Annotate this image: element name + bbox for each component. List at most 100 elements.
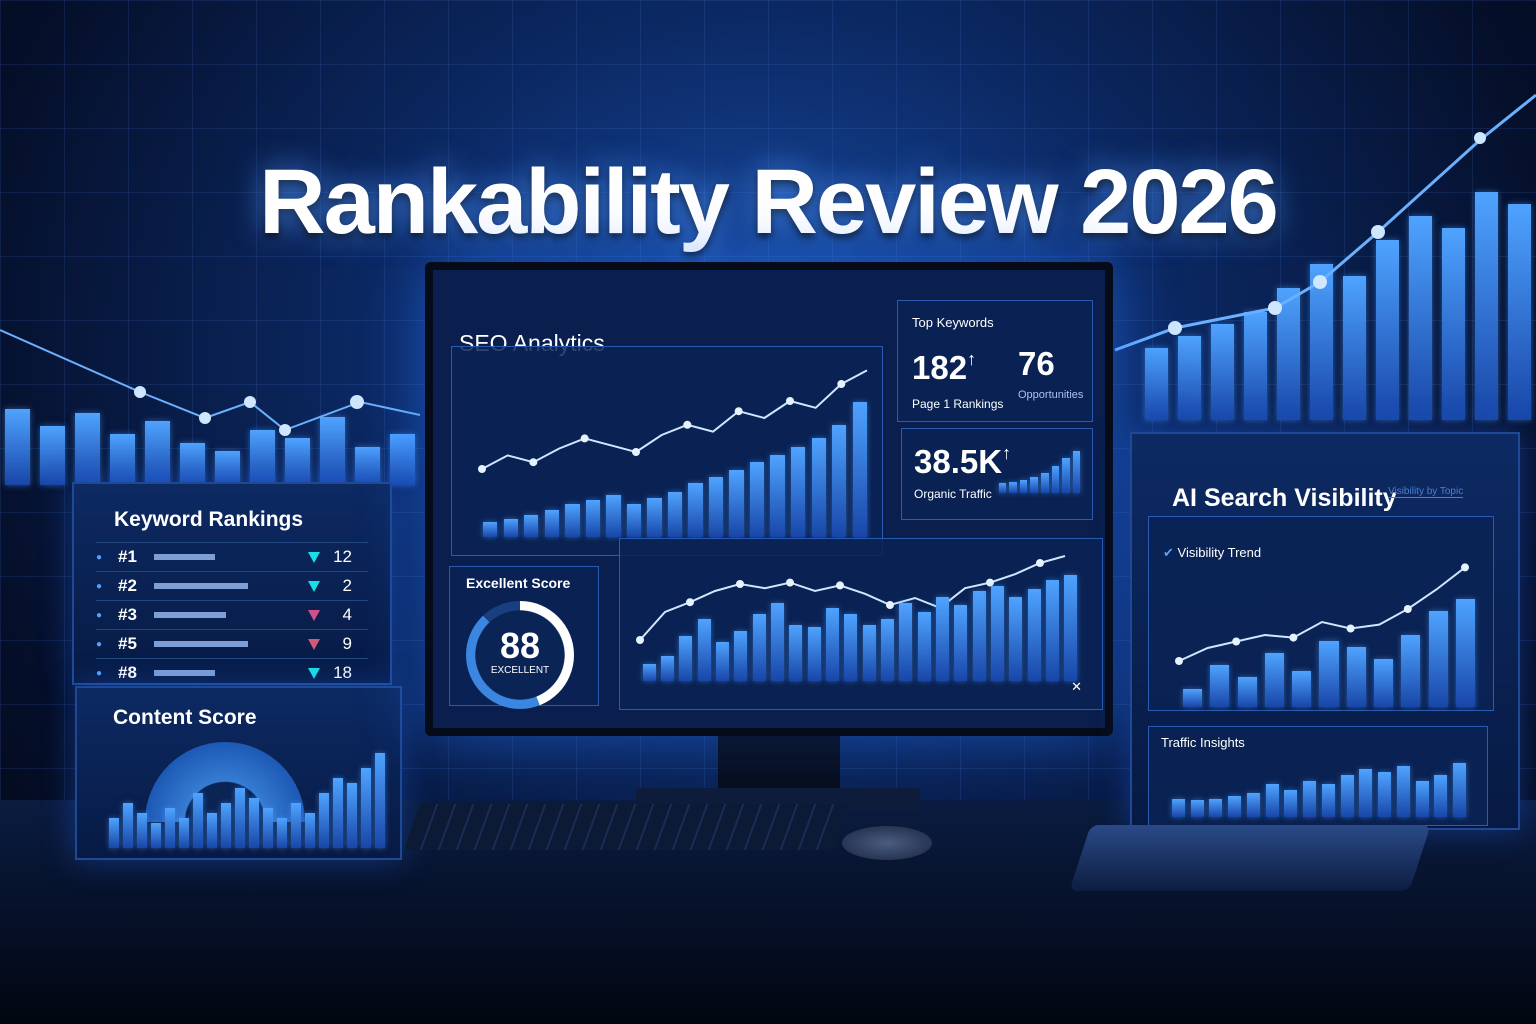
keyword-bar bbox=[154, 612, 226, 618]
bar bbox=[647, 498, 662, 537]
close-icon[interactable]: ✕ bbox=[1071, 679, 1082, 694]
bar bbox=[1453, 763, 1467, 817]
bar bbox=[347, 783, 357, 848]
ai-search-visibility-panel: AI Search Visibility Visibility by Topic… bbox=[1130, 432, 1520, 830]
lower-bar-chart bbox=[640, 569, 1080, 681]
top-keywords-title: Top Keywords bbox=[912, 315, 994, 330]
trend-point bbox=[683, 420, 692, 429]
bar bbox=[688, 483, 703, 537]
bar bbox=[679, 636, 693, 681]
organic-traffic-bar-chart bbox=[997, 443, 1082, 493]
trend-point bbox=[1175, 657, 1183, 665]
bar bbox=[123, 803, 133, 848]
visibility-trend-chart: ✔ Visibility Trend bbox=[1148, 516, 1494, 711]
keyword-row[interactable]: ● #5 9 bbox=[96, 629, 368, 658]
keyword-row[interactable]: ● #3 4 bbox=[96, 600, 368, 629]
bar bbox=[697, 619, 711, 681]
bar bbox=[1209, 799, 1223, 817]
tablet-device bbox=[1069, 825, 1431, 891]
keyword-bar bbox=[154, 670, 215, 676]
bar bbox=[250, 429, 275, 485]
bar bbox=[179, 818, 189, 848]
bar bbox=[1062, 458, 1070, 493]
bar bbox=[1009, 597, 1023, 681]
bar bbox=[1374, 659, 1394, 707]
organic-traffic-card: 38.5K↑ Organic Traffic bbox=[901, 428, 1093, 520]
bar bbox=[1434, 775, 1448, 817]
keyword-value: 4 bbox=[342, 605, 352, 624]
bar bbox=[1183, 689, 1203, 707]
bar bbox=[667, 492, 683, 537]
bar bbox=[749, 462, 765, 537]
bar bbox=[235, 788, 245, 848]
bar bbox=[1243, 312, 1268, 420]
page1-rankings-label: Page 1 Rankings bbox=[912, 397, 1004, 411]
bar bbox=[151, 823, 161, 848]
keyword-row[interactable]: ● #1 12 bbox=[96, 542, 368, 571]
top-keywords-card: Top Keywords 182↑ Page 1 Rankings 76 Opp… bbox=[897, 300, 1093, 422]
bar bbox=[770, 454, 785, 537]
bar bbox=[1342, 276, 1367, 420]
trend-point bbox=[1346, 624, 1355, 633]
bar bbox=[1321, 784, 1335, 817]
background-bar-chart-right bbox=[1140, 180, 1536, 420]
bar bbox=[137, 813, 147, 848]
bar bbox=[1292, 671, 1312, 707]
keyword-row[interactable]: ● #2 2 bbox=[96, 571, 368, 600]
trend-down-icon bbox=[308, 551, 320, 563]
bar bbox=[881, 619, 894, 681]
bar bbox=[752, 613, 766, 681]
organic-traffic-value: 38.5K↑ bbox=[914, 443, 1011, 481]
trend-point bbox=[837, 380, 846, 388]
keyword-rankings-panel: Keyword Rankings ● #1 12 ● #2 2 ● #3 4 ● #5… bbox=[72, 482, 392, 685]
bar bbox=[811, 438, 826, 537]
trend-line bbox=[639, 555, 1066, 641]
bar bbox=[355, 446, 380, 485]
keyword-value: 12 bbox=[333, 547, 352, 566]
bar bbox=[1428, 611, 1448, 707]
trend-point bbox=[1232, 637, 1241, 646]
bar bbox=[180, 442, 205, 485]
bar bbox=[585, 499, 601, 537]
trend-point bbox=[580, 434, 589, 443]
bar bbox=[1441, 228, 1466, 420]
bar bbox=[1237, 677, 1257, 707]
bar bbox=[319, 793, 329, 848]
keyword-row[interactable]: ● #8 18 bbox=[96, 658, 368, 687]
bullet-icon: ● bbox=[96, 609, 103, 621]
bar bbox=[145, 421, 170, 485]
keyword-rank: #5 bbox=[118, 634, 137, 653]
bar bbox=[998, 483, 1007, 493]
bar bbox=[606, 495, 621, 537]
trend-point bbox=[736, 580, 744, 588]
keyword-bar bbox=[154, 554, 215, 560]
bar bbox=[221, 803, 231, 848]
bar bbox=[1396, 766, 1410, 817]
bar bbox=[1072, 450, 1081, 493]
trend-point bbox=[836, 581, 844, 590]
mouse[interactable] bbox=[842, 826, 932, 860]
keyword-rank: #3 bbox=[118, 605, 137, 624]
trend-point bbox=[529, 458, 538, 467]
bullet-icon: ● bbox=[96, 638, 103, 650]
bar bbox=[716, 641, 729, 681]
bar bbox=[1228, 796, 1242, 817]
visibility-trend-title: ✔ Visibility Trend bbox=[1163, 545, 1261, 561]
bar bbox=[1027, 589, 1041, 681]
keyword-rank: #1 bbox=[118, 547, 137, 566]
trend-title-text: Visibility Trend bbox=[1177, 545, 1262, 560]
bar bbox=[1265, 784, 1279, 817]
trend-point bbox=[786, 397, 794, 405]
trend-point bbox=[1461, 563, 1469, 572]
trend-down-icon bbox=[308, 667, 320, 679]
bar bbox=[1319, 641, 1339, 707]
bar bbox=[193, 793, 203, 848]
bar bbox=[1346, 647, 1366, 707]
trend-point bbox=[478, 465, 486, 473]
bar bbox=[1246, 793, 1260, 817]
keyboard[interactable] bbox=[403, 804, 851, 850]
content-score-bar-chart bbox=[107, 748, 387, 848]
bar bbox=[40, 425, 65, 485]
bullet-icon: ● bbox=[96, 551, 103, 563]
keyword-value: 2 bbox=[342, 576, 352, 595]
